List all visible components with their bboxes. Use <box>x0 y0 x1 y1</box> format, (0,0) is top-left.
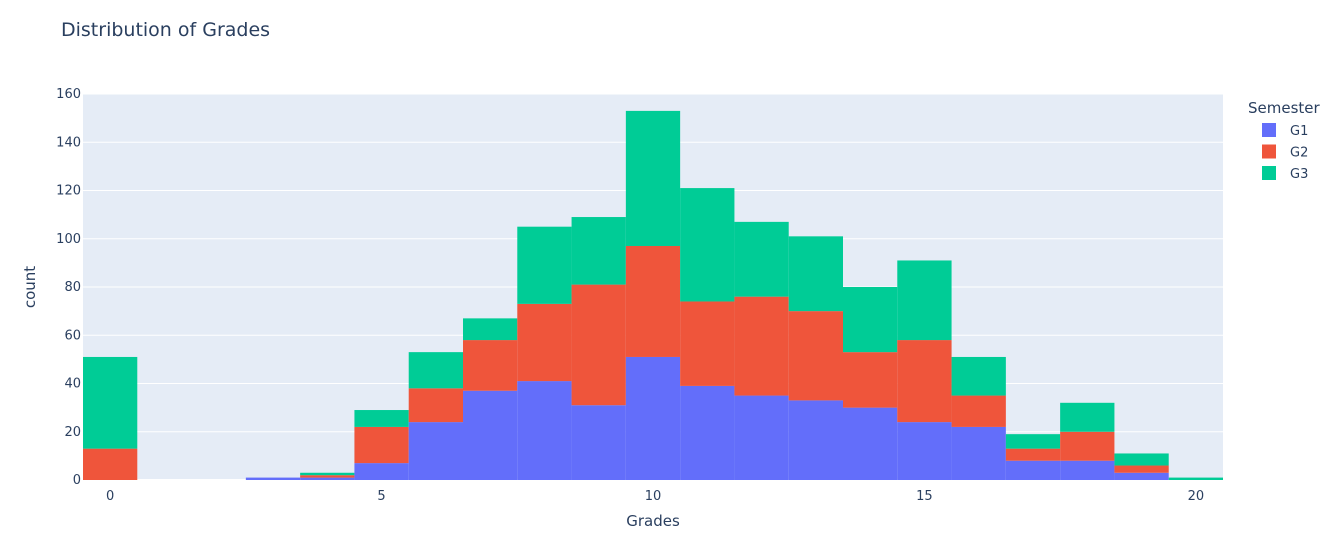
bar-g2-19[interactable] <box>1114 465 1169 473</box>
bar-g2-18[interactable] <box>1060 431 1115 461</box>
y-tick-label: 100 <box>56 232 81 247</box>
bar-g2-17[interactable] <box>1005 448 1061 461</box>
y-tick-label: 20 <box>64 425 81 440</box>
bar-g3-6[interactable] <box>408 352 463 389</box>
bar-g2-14[interactable] <box>843 352 898 408</box>
x-axis-title: Grades <box>626 512 680 530</box>
bar-g2-7[interactable] <box>463 340 518 391</box>
bars <box>83 110 1223 480</box>
bar-g1-3[interactable] <box>245 477 301 480</box>
bar-g2-6[interactable] <box>408 388 463 423</box>
legend-label: G2 <box>1290 146 1308 161</box>
y-tick-label: 160 <box>56 87 81 102</box>
y-tick-label: 120 <box>56 184 81 199</box>
y-tick-label: 0 <box>73 473 81 488</box>
y-tick-label: 60 <box>64 328 81 343</box>
x-tick-label: 20 <box>1188 489 1205 504</box>
y-axis-ticks: 0 20 40 60 80 100 120 140 160 <box>56 87 81 488</box>
bar-g1-13[interactable] <box>788 400 843 480</box>
legend-swatch <box>1262 144 1276 159</box>
bar-g2-13[interactable] <box>788 311 843 401</box>
legend-swatch <box>1262 123 1276 137</box>
bar-g3-14[interactable] <box>843 287 898 353</box>
y-tick-label: 40 <box>64 377 81 392</box>
y-axis-title: count <box>21 266 39 308</box>
legend-title: Semester <box>1248 99 1321 117</box>
bar-g1-5[interactable] <box>354 463 409 480</box>
bar-g1-11[interactable] <box>680 385 735 480</box>
x-tick-label: 0 <box>106 489 114 504</box>
bar-g1-18[interactable] <box>1060 460 1115 480</box>
bar-g3-16[interactable] <box>951 356 1006 396</box>
bar-g1-7[interactable] <box>463 390 518 480</box>
bar-g3-17[interactable] <box>1005 434 1061 449</box>
y-tick-label: 140 <box>56 135 81 150</box>
bar-g1-4[interactable] <box>300 477 355 480</box>
legend-label: G3 <box>1290 167 1308 182</box>
bar-g1-19[interactable] <box>1114 472 1169 480</box>
bar-g3-13[interactable] <box>788 236 843 312</box>
legend-item-g1[interactable]: G1 <box>1262 123 1308 139</box>
bar-g3-18[interactable] <box>1060 402 1115 432</box>
bar-g3-5[interactable] <box>354 410 409 427</box>
bar-g2-16[interactable] <box>951 395 1006 427</box>
bar-g1-14[interactable] <box>843 407 898 480</box>
bar-g1-8[interactable] <box>517 381 572 480</box>
bar-g2-4[interactable] <box>300 475 355 478</box>
bar-g2-11[interactable] <box>680 301 735 386</box>
bar-g1-6[interactable] <box>408 422 463 480</box>
bar-g3-9[interactable] <box>571 217 626 285</box>
bar-g3-4[interactable] <box>300 472 355 476</box>
chart-title: Distribution of Grades <box>61 19 270 41</box>
bar-g2-5[interactable] <box>354 426 409 464</box>
bar-g2-10[interactable] <box>625 245 681 357</box>
bar-g1-16[interactable] <box>951 426 1006 480</box>
bar-g2-12[interactable] <box>734 296 789 396</box>
bar-g3-10[interactable] <box>625 110 681 246</box>
bar-g2-0[interactable] <box>83 448 138 480</box>
bar-g2-9[interactable] <box>571 284 626 406</box>
bar-g1-17[interactable] <box>1005 460 1061 480</box>
bar-g3-7[interactable] <box>463 318 518 341</box>
bar-g3-8[interactable] <box>517 226 572 304</box>
legend-item-g2[interactable]: G2 <box>1262 144 1308 161</box>
y-tick-label: 80 <box>64 280 81 295</box>
bar-g1-12[interactable] <box>734 395 789 480</box>
legend-item-g3[interactable]: G3 <box>1262 166 1308 182</box>
x-tick-label: 10 <box>645 489 662 504</box>
x-axis-ticks: 0 5 10 15 20 <box>106 489 1204 504</box>
bar-g1-9[interactable] <box>571 405 626 480</box>
bar-g2-15[interactable] <box>897 340 952 423</box>
bar-g3-12[interactable] <box>734 221 789 297</box>
legend-swatch <box>1262 166 1276 180</box>
bar-g3-11[interactable] <box>680 188 735 302</box>
bar-g1-15[interactable] <box>897 422 952 480</box>
legend-label: G1 <box>1290 124 1308 139</box>
x-tick-label: 15 <box>916 489 933 504</box>
bar-g2-8[interactable] <box>517 303 572 382</box>
legend[interactable]: Semester G1 G2 G3 <box>1248 99 1321 182</box>
bar-g3-20[interactable] <box>1168 477 1223 480</box>
bar-g3-15[interactable] <box>897 260 952 341</box>
x-tick-label: 5 <box>377 489 385 504</box>
bar-g3-19[interactable] <box>1114 453 1169 466</box>
bar-g3-0[interactable] <box>83 356 138 449</box>
bar-g1-10[interactable] <box>625 356 681 480</box>
